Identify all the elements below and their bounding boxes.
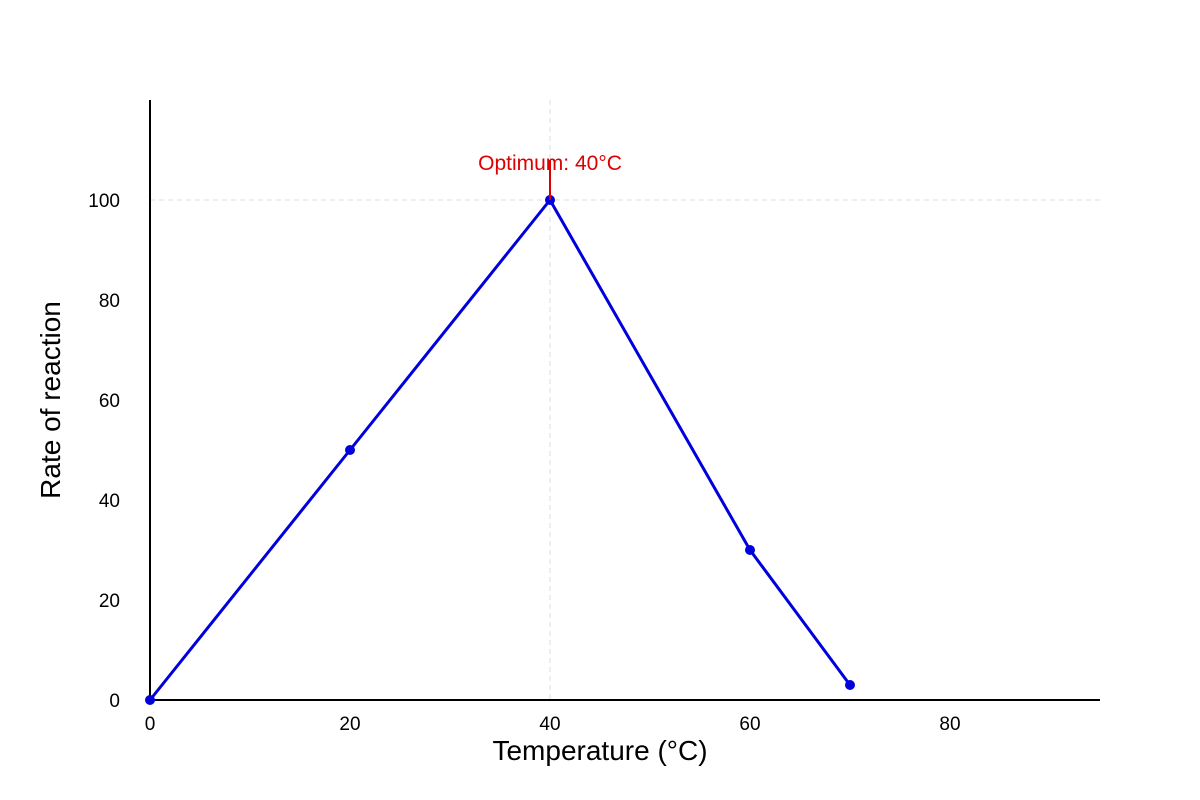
axis-titles: Temperature (°C) Rate of reaction xyxy=(35,301,708,766)
x-tick-label: 80 xyxy=(939,714,960,735)
data-point xyxy=(345,445,355,455)
axes xyxy=(149,100,1100,701)
data-series xyxy=(145,195,855,705)
annotation-label: Optimum: 40°C xyxy=(478,152,622,175)
x-tick-label: 40 xyxy=(539,714,560,735)
y-tick-label: 80 xyxy=(99,291,120,312)
x-tick-label: 60 xyxy=(739,714,760,735)
series-line xyxy=(148,198,852,701)
data-point xyxy=(745,545,755,555)
y-tick-label: 0 xyxy=(109,691,120,712)
reference-lines xyxy=(150,100,1100,700)
x-tick-label: 20 xyxy=(339,714,360,735)
y-axis-title: Rate of reaction xyxy=(35,301,66,499)
data-point xyxy=(145,695,155,705)
x-axis-title: Temperature (°C) xyxy=(492,735,707,766)
x-tick-label: 0 xyxy=(145,714,156,735)
y-tick-label: 40 xyxy=(99,491,120,512)
data-point xyxy=(845,680,855,690)
annotations: Optimum: 40°C xyxy=(478,152,622,200)
y-tick-label: 20 xyxy=(99,591,120,612)
y-tick-label: 60 xyxy=(99,391,120,412)
y-tick-label: 100 xyxy=(88,191,120,212)
tick-labels: 0 20 40 60 80 0 20 40 60 80 100 xyxy=(88,191,960,735)
